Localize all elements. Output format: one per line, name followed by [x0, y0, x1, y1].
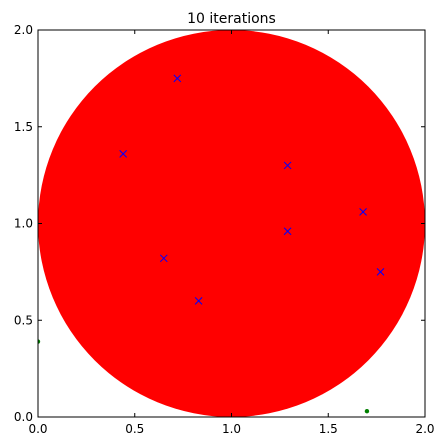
y-tick-label: 1.0 — [14, 217, 33, 231]
x-tick-label: 0.5 — [125, 422, 144, 436]
x-tick-label: 0.0 — [28, 422, 47, 436]
y-tick-label: 0.5 — [14, 313, 33, 327]
y-tick-label: 0.0 — [14, 410, 33, 424]
y-tick-label: 2.0 — [14, 23, 33, 37]
x-tick-label: 1.0 — [222, 422, 241, 436]
y-tick-label: 1.5 — [14, 120, 33, 134]
dot-marker-point — [365, 409, 369, 413]
x-tick-label: 2.0 — [415, 422, 434, 436]
x-tick-label: 1.5 — [319, 422, 338, 436]
chart-title: 10 iterations — [187, 11, 276, 27]
plot-area — [36, 30, 425, 417]
circle-region — [38, 30, 425, 417]
